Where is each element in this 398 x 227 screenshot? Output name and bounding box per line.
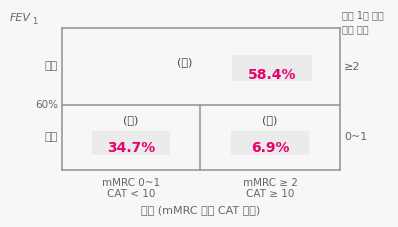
Text: FEV: FEV xyxy=(10,13,31,23)
Bar xyxy=(232,55,312,81)
Text: CAT ≥ 10: CAT ≥ 10 xyxy=(246,189,294,199)
Text: 6.9%: 6.9% xyxy=(251,141,289,155)
Text: 34.7%: 34.7% xyxy=(107,141,155,155)
Bar xyxy=(92,131,170,155)
Text: CAT < 10: CAT < 10 xyxy=(107,189,155,199)
Text: 지난 1년 동안
악화 횟수: 지난 1년 동안 악화 횟수 xyxy=(342,10,384,34)
Text: 60%: 60% xyxy=(35,100,58,110)
Text: mMRC ≥ 2: mMRC ≥ 2 xyxy=(242,178,297,188)
Text: mMRC 0~1: mMRC 0~1 xyxy=(102,178,160,188)
Text: (나): (나) xyxy=(262,115,278,125)
Text: (가): (가) xyxy=(123,115,139,125)
Text: 58.4%: 58.4% xyxy=(248,68,296,82)
Text: 이만: 이만 xyxy=(45,62,58,72)
Text: 1: 1 xyxy=(32,17,37,26)
Text: ≥2: ≥2 xyxy=(344,62,361,72)
Bar xyxy=(231,131,309,155)
Text: 증상 (mMRC 또는 CAT 점수): 증상 (mMRC 또는 CAT 점수) xyxy=(141,205,261,215)
Text: 이상: 이상 xyxy=(45,133,58,143)
Text: 0~1: 0~1 xyxy=(344,133,367,143)
Text: (다): (다) xyxy=(178,57,193,67)
